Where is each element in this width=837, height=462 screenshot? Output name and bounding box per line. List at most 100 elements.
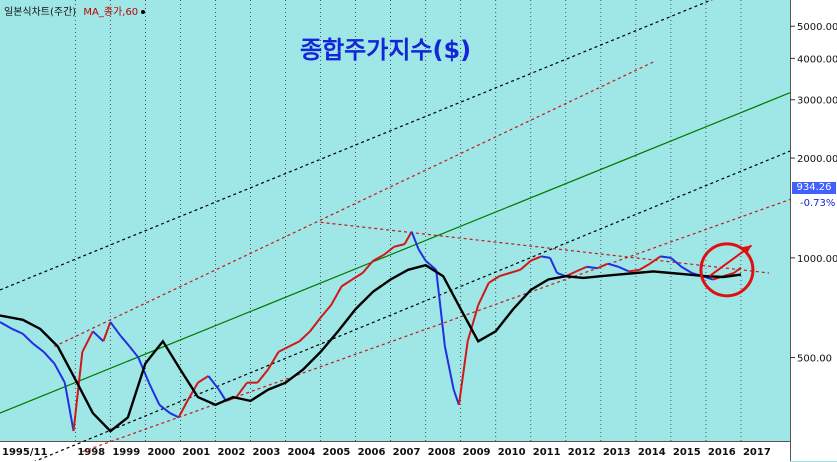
price-segment bbox=[341, 278, 353, 288]
price-segment bbox=[733, 266, 742, 274]
price-segment bbox=[32, 343, 45, 353]
price-segment bbox=[443, 346, 455, 390]
x-tick-label: 2004 bbox=[288, 447, 316, 458]
price-segment bbox=[670, 257, 683, 268]
price-segment bbox=[177, 400, 189, 418]
channel-line bbox=[82, 198, 791, 453]
x-tick-label: 2016 bbox=[708, 447, 736, 458]
x-tick-label: 1999 bbox=[112, 447, 140, 458]
price-segment bbox=[169, 412, 180, 419]
chart-title: 종합주가지수($) bbox=[300, 36, 472, 64]
price-segment bbox=[680, 265, 693, 274]
price-segment bbox=[63, 382, 75, 432]
price-segment bbox=[120, 335, 131, 348]
chart-legend: 일본식차트(주간) MA_종가,60 bbox=[4, 3, 146, 18]
price-segment bbox=[586, 265, 598, 270]
price-segment bbox=[11, 328, 24, 335]
x-tick-label: 2001 bbox=[182, 447, 210, 458]
moving-average-line bbox=[0, 263, 742, 433]
price-segment bbox=[638, 262, 651, 271]
chart-label: 일본식차트(주간) bbox=[4, 7, 77, 18]
price-segment bbox=[361, 260, 374, 274]
price-segment bbox=[81, 330, 94, 353]
price-segment bbox=[72, 351, 84, 432]
x-tick-label: 2013 bbox=[603, 447, 631, 458]
price-segment bbox=[498, 272, 511, 278]
plot-area bbox=[0, 0, 790, 441]
y-tick-label: 1000.00 bbox=[797, 254, 837, 265]
x-tick-label: 2008 bbox=[428, 447, 456, 458]
x-tick-label: 2017 bbox=[743, 447, 771, 458]
price-segment bbox=[541, 255, 551, 259]
price-segment bbox=[288, 340, 300, 348]
x-tick-label: 2005 bbox=[323, 447, 351, 458]
price-segment bbox=[218, 389, 227, 402]
price-segment bbox=[393, 243, 405, 248]
x-tick-label: 2010 bbox=[498, 447, 526, 458]
price-segment bbox=[351, 272, 364, 281]
change-percent: -0.73% bbox=[800, 198, 836, 209]
trend-arrow-head-icon bbox=[741, 245, 752, 255]
price-segment bbox=[186, 382, 199, 402]
price-segment bbox=[0, 321, 13, 330]
price-segment bbox=[617, 265, 630, 273]
price-segment bbox=[575, 265, 588, 273]
price-segment bbox=[147, 382, 161, 406]
price-segment bbox=[92, 330, 105, 342]
price-segment bbox=[488, 275, 500, 284]
price-segment bbox=[53, 362, 66, 384]
x-tick-label: 1995/11 bbox=[2, 447, 47, 458]
x-tick-label: 2006 bbox=[358, 447, 386, 458]
price-segment bbox=[382, 245, 395, 256]
x-tick-label: 2003 bbox=[252, 447, 280, 458]
price-segment bbox=[457, 341, 469, 405]
current-price-box: 934.26 bbox=[792, 182, 836, 194]
y-tick-label: 5000.00 bbox=[797, 22, 837, 33]
price-segment bbox=[403, 231, 413, 245]
price-segment bbox=[207, 375, 220, 391]
price-segment bbox=[309, 317, 322, 332]
x-tick-label: 1998 bbox=[77, 447, 105, 458]
highlight-circle bbox=[699, 242, 755, 298]
ma-legend-label: MA_종가,60 bbox=[83, 7, 139, 18]
price-segment bbox=[519, 259, 532, 271]
price-segment bbox=[256, 368, 269, 384]
x-tick-label: 2009 bbox=[463, 447, 491, 458]
price-segment bbox=[128, 345, 140, 359]
price-segment bbox=[197, 375, 209, 384]
x-axis-panel bbox=[0, 441, 790, 462]
price-segment bbox=[660, 255, 672, 259]
price-segment bbox=[596, 262, 609, 270]
price-segment bbox=[372, 254, 385, 262]
x-tick-label: 2015 bbox=[673, 447, 701, 458]
price-segment bbox=[319, 304, 332, 319]
price-segment bbox=[549, 257, 558, 274]
price-segment bbox=[452, 389, 460, 406]
price-segment bbox=[466, 304, 480, 342]
price-segment bbox=[22, 333, 34, 345]
x-tick-label: 2014 bbox=[638, 447, 666, 458]
price-segment bbox=[109, 321, 122, 337]
price-segment bbox=[509, 268, 521, 274]
channel-line bbox=[54, 61, 654, 348]
x-tick-label: 2011 bbox=[533, 447, 561, 458]
x-tick-label: 2012 bbox=[568, 447, 596, 458]
price-segment bbox=[530, 255, 542, 262]
price-segment bbox=[267, 351, 280, 371]
price-segment bbox=[477, 282, 490, 306]
price-segment bbox=[649, 255, 661, 265]
price-segment bbox=[410, 231, 420, 250]
price-segment bbox=[43, 351, 56, 365]
y-axis-panel bbox=[790, 0, 837, 461]
price-segment bbox=[607, 262, 619, 268]
price-segment bbox=[235, 382, 248, 398]
x-tick-label: 2007 bbox=[393, 447, 421, 458]
price-segment bbox=[435, 269, 446, 347]
x-tick-label: 2002 bbox=[217, 447, 245, 458]
x-tick-label: 2000 bbox=[147, 447, 175, 458]
price-segment bbox=[417, 248, 427, 262]
y-tick-label: 2000.00 bbox=[797, 154, 837, 165]
y-tick-label: 4000.00 bbox=[797, 54, 837, 65]
